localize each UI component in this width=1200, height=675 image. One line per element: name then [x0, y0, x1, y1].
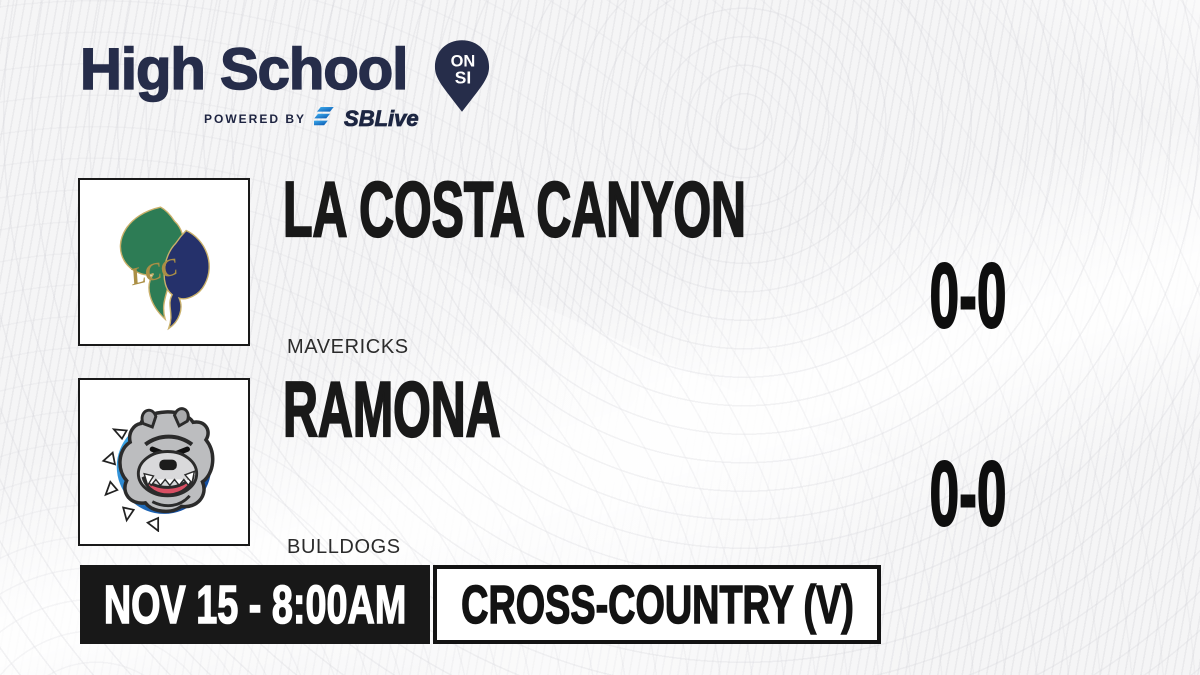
- team1-logo-box: LCC: [78, 178, 250, 346]
- team2-mascot: BULLDOGS: [287, 536, 401, 558]
- team2-record: 0-0: [929, 443, 1007, 545]
- event-type-text: CROSS-COUNTRY (V): [460, 574, 854, 635]
- on-si-pin-icon: ON SI: [433, 39, 491, 118]
- sblive-icon: [310, 106, 336, 132]
- pin-text-line2: SI: [455, 68, 471, 88]
- date-time-text: NOV 15 - 8:00AM: [103, 574, 407, 635]
- ramona-bulldog-logo-icon: [101, 407, 215, 532]
- pin-text-line1: ON: [451, 52, 476, 70]
- sblive-wordmark: SBLive: [344, 106, 419, 131]
- team1-record: 0-0: [929, 245, 1007, 347]
- date-time-box: NOV 15 - 8:00AM: [80, 565, 430, 644]
- powered-by-row: POWERED BY SBLive: [204, 106, 419, 132]
- team2-logo-box: [78, 378, 250, 546]
- event-info-bar: NOV 15 - 8:00AM CROSS-COUNTRY (V): [80, 565, 881, 644]
- event-type-box: CROSS-COUNTRY (V): [433, 565, 881, 644]
- team1-mascot: MAVERICKS: [287, 336, 409, 358]
- team2-name: RAMONA: [282, 365, 501, 453]
- team1-name: LA COSTA CANYON: [282, 165, 746, 253]
- la-costa-canyon-bull-logo-icon: LCC: [119, 206, 210, 331]
- powered-by-label: POWERED BY: [204, 112, 307, 126]
- brand-title: High School: [79, 37, 409, 102]
